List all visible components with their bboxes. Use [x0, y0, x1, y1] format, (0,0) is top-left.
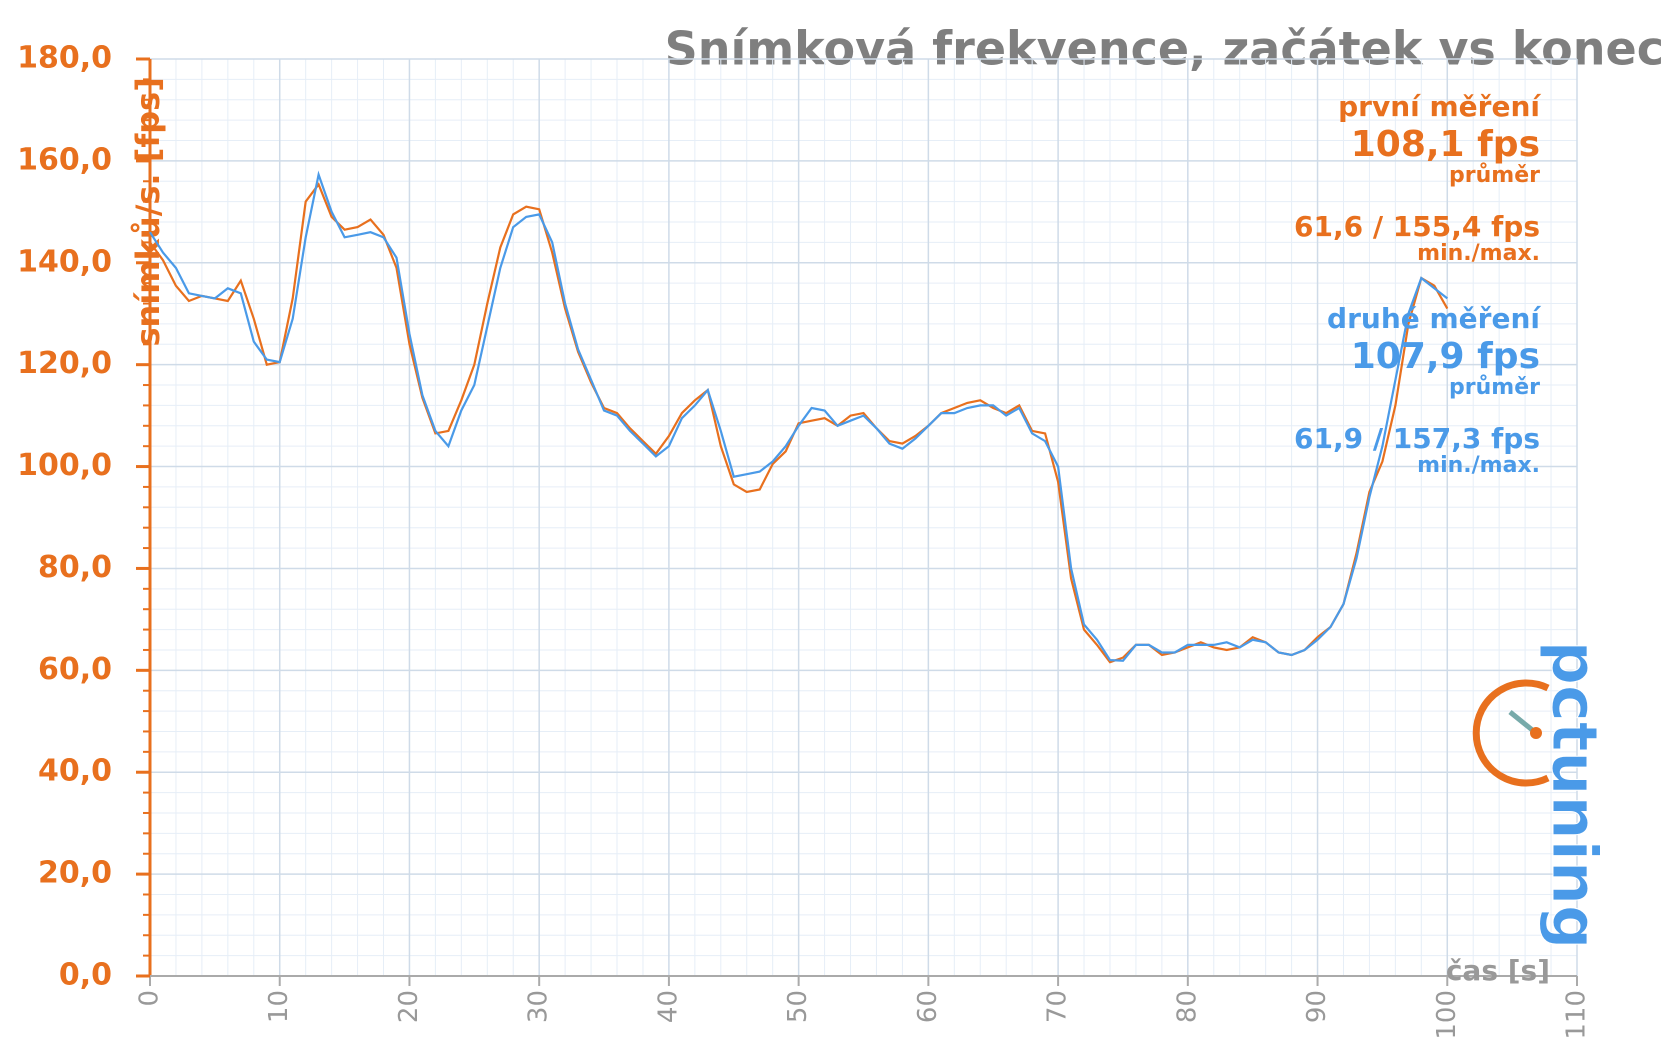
stat-avg-label: průměr: [1449, 375, 1540, 400]
x-tick-label: 70: [1043, 990, 1073, 1023]
stat-minmax-label: min./max.: [1417, 453, 1540, 478]
y-tick-label: 20,0: [38, 856, 112, 891]
y-tick-label: 160,0: [17, 142, 112, 177]
x-tick-label: 0: [135, 990, 165, 1007]
chart-title: Snímková frekvence, začátek vs konec: [665, 22, 1664, 76]
y-axis-label: snímků/s. [fps]: [129, 77, 167, 346]
series-line: [149, 170, 1448, 662]
stat-avg-label: průměr: [1449, 163, 1540, 188]
x-tick-label: 30: [524, 990, 554, 1023]
x-axis-label: čas [s]: [1446, 954, 1550, 987]
x-tick-label: 100: [1432, 990, 1462, 1040]
x-tick-label: 20: [394, 990, 424, 1023]
stat-avg: 107,9 fps: [1351, 336, 1540, 377]
x-tick-label: 60: [913, 990, 943, 1023]
y-tick-label: 120,0: [17, 346, 112, 381]
series-line: [149, 182, 1449, 664]
stat-minmax: 61,9 / 157,3 fps: [1294, 422, 1540, 455]
y-tick-label: 100,0: [17, 448, 112, 483]
x-tick-label: 110: [1562, 990, 1592, 1040]
x-tick-label: 10: [264, 990, 294, 1023]
logo-dot: [1530, 727, 1542, 739]
x-tick-label: 40: [653, 990, 683, 1023]
x-tick-label: 50: [783, 990, 813, 1023]
y-tick-label: 60,0: [38, 652, 112, 687]
x-tick-label: 90: [1302, 990, 1332, 1023]
stat-name: první měření: [1338, 90, 1541, 123]
y-tick-label: 80,0: [38, 550, 112, 585]
y-tick-label: 180,0: [17, 41, 112, 76]
y-tick-label: 0,0: [59, 958, 112, 993]
stat-name: druhé měření: [1327, 302, 1541, 335]
x-tick-label: 80: [1172, 990, 1202, 1023]
logo-arc: [1472, 679, 1550, 787]
y-tick-label: 140,0: [17, 244, 112, 279]
logo: pctuning: [1538, 641, 1611, 950]
y-tick-label: 40,0: [38, 754, 112, 789]
stat-minmax: 61,6 / 155,4 fps: [1294, 210, 1540, 243]
stat-minmax-label: min./max.: [1417, 241, 1540, 266]
stat-avg: 108,1 fps: [1351, 124, 1540, 165]
